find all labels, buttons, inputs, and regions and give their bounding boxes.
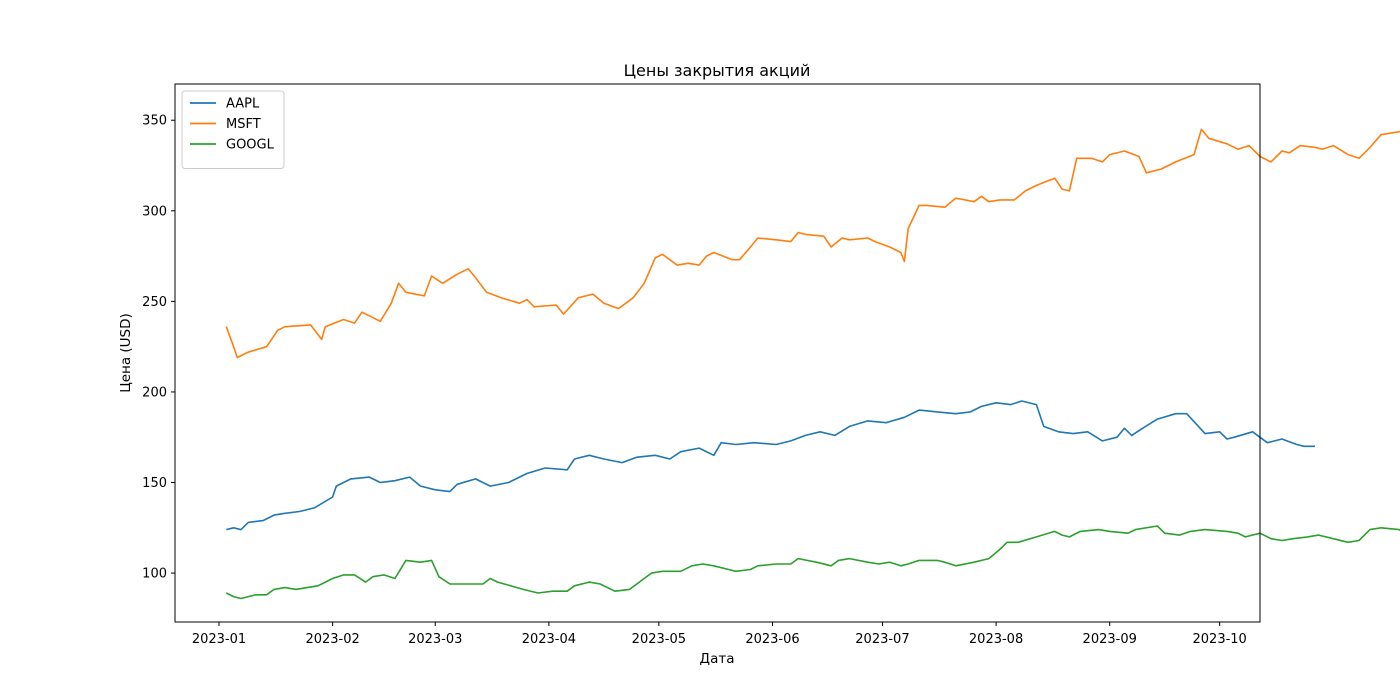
x-tick-label: 2023-03 bbox=[408, 632, 462, 647]
legend-box bbox=[181, 90, 285, 169]
x-tick-label: 2023-06 bbox=[745, 632, 799, 647]
x-axis-title: Дата bbox=[700, 651, 735, 667]
x-tick-label: 2023-07 bbox=[855, 632, 909, 647]
x-tick-label: 2023-08 bbox=[969, 632, 1023, 647]
chart-title: Цены закрытия акций bbox=[624, 61, 811, 80]
legend: AAPL MSFT GOOGL bbox=[181, 90, 285, 169]
legend-label-msft: MSFT bbox=[226, 117, 261, 132]
x-tick-label: 2023-05 bbox=[632, 632, 686, 647]
x-tick-label: 2023-10 bbox=[1193, 632, 1247, 647]
legend-label-aapl: AAPL bbox=[226, 97, 260, 112]
series-layer bbox=[225, 128, 1400, 600]
series-line-msft bbox=[225, 128, 1400, 359]
x-tick-label: 2023-09 bbox=[1083, 632, 1137, 647]
x-tick-label: 2023-04 bbox=[522, 632, 576, 647]
x-tick-label: 2023-01 bbox=[192, 632, 246, 647]
y-axis: 100 150 200 250 300 350 bbox=[142, 114, 175, 582]
series-line-googl bbox=[225, 525, 1400, 600]
y-axis-title: Цена (USD) bbox=[118, 313, 134, 393]
y-tick-label: 300 bbox=[142, 204, 167, 219]
series-line-aapl bbox=[226, 400, 1315, 531]
y-tick-label: 350 bbox=[142, 114, 167, 129]
x-axis: 2023-01 2023-02 2023-03 2023-04 2023-05 2023-… bbox=[192, 622, 1247, 647]
y-tick-label: 250 bbox=[142, 295, 167, 310]
y-tick-label: 100 bbox=[142, 567, 167, 582]
x-tick-label: 2023-02 bbox=[305, 632, 359, 647]
y-tick-label: 200 bbox=[142, 385, 167, 400]
legend-label-googl: GOOGL bbox=[226, 138, 275, 153]
y-tick-label: 150 bbox=[142, 476, 167, 491]
plot-frame bbox=[174, 83, 1261, 623]
